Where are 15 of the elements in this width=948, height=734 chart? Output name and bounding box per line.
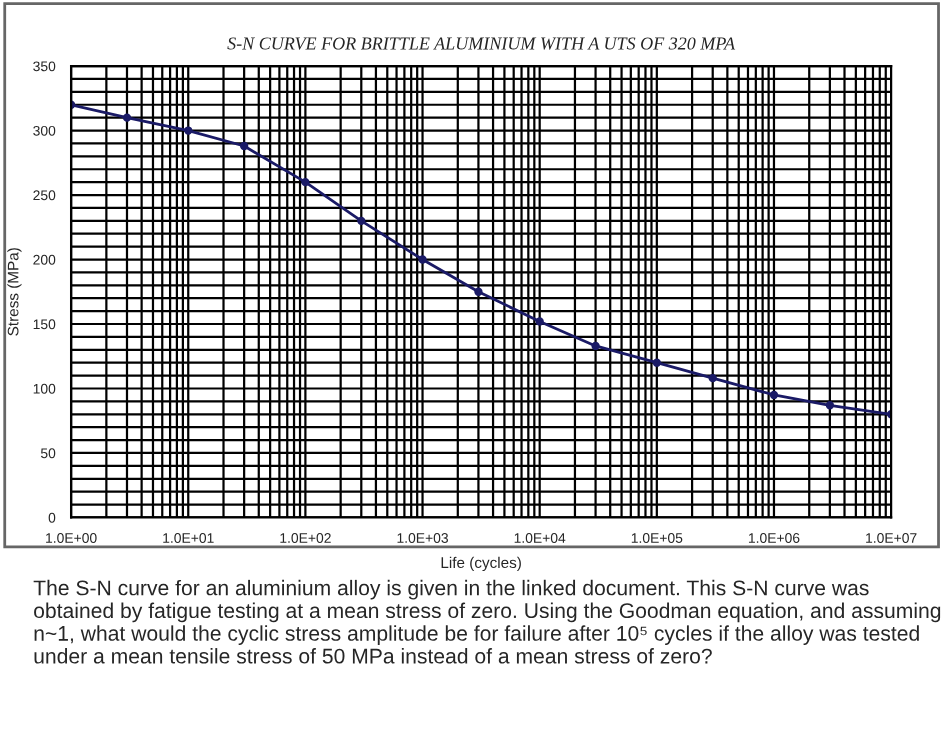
point <box>825 401 835 410</box>
point <box>357 216 366 225</box>
line-series <box>71 100 892 419</box>
point <box>769 390 779 400</box>
point <box>535 317 544 326</box>
point <box>652 358 661 367</box>
chart-title: S-N CURVE FOR BRITTLE ALUMINIUM WITH A UTS OF 320 MPA <box>227 37 736 50</box>
point <box>301 177 310 187</box>
point <box>122 113 132 122</box>
point <box>474 287 483 296</box>
point <box>708 374 717 383</box>
text: The S-N curve for an aluminium alloy is given in the linked document. This S-N curve was obtained by fatigue testing at a mean stress of zero. Using the Goodman equation, and assuming n~1, what would the cyclic stress amplitude be for failure after 10⁵ cycles if the alloy was tested under a mean tensile stress of 50 MPa instead of a mean stress of zero? <box>33 579 941 664</box>
point <box>184 126 193 135</box>
point <box>239 141 249 151</box>
point <box>591 341 600 351</box>
